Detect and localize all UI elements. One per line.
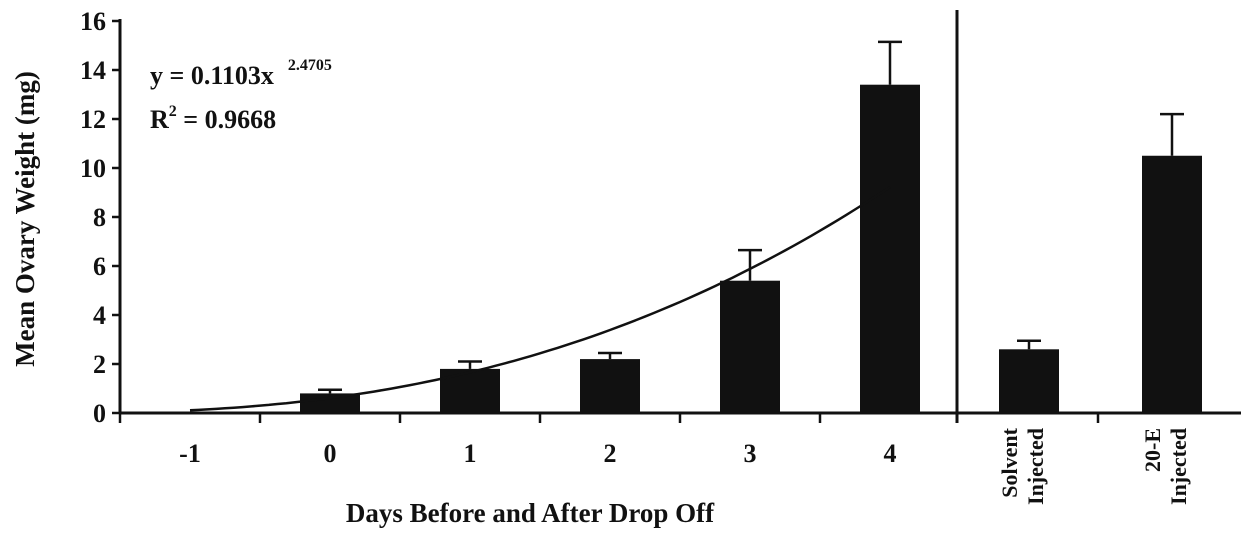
trendline xyxy=(189,185,891,412)
y-tick-label: 6 xyxy=(93,252,106,281)
error-bars-layer xyxy=(318,40,1184,394)
day-4-bar xyxy=(860,84,920,413)
y-tick-label: 2 xyxy=(93,350,106,379)
y-tick-label: 12 xyxy=(80,105,106,134)
x-tick-label-1: 1 xyxy=(464,439,477,468)
bars-layer xyxy=(300,84,1202,413)
x-tick-label-2: 2 xyxy=(604,439,617,468)
day-2-bar xyxy=(580,359,640,413)
trend-equation-exponent: 2.4705 xyxy=(288,57,332,74)
day-0-bar xyxy=(300,393,360,413)
trend-equation: y = 0.1103x 2.4705 xyxy=(150,57,332,90)
r-squared-value: = 0.9668 xyxy=(177,105,276,134)
x-tick-label-0: 0 xyxy=(324,439,337,468)
treatment-1-bar xyxy=(999,349,1059,413)
treatment-label-line2: Injected xyxy=(1166,428,1191,505)
y-tick-label: 8 xyxy=(93,203,106,232)
treatment-label-line1: 20-E xyxy=(1140,428,1165,472)
day-1-bar xyxy=(440,368,500,413)
y-tick-label: 4 xyxy=(93,301,106,330)
day-3-bar xyxy=(720,280,780,413)
axes-layer xyxy=(112,10,1241,423)
treatment-label-line1: Solvent xyxy=(997,427,1022,497)
y-tick-label: 16 xyxy=(80,7,106,36)
x-axis-title: Days Before and After Drop Off xyxy=(346,498,715,528)
treatment-label-line2: Injected xyxy=(1023,428,1048,505)
treatment-2-bar xyxy=(1142,155,1202,413)
y-axis-title: Mean Ovary Weight (mg) xyxy=(10,71,40,367)
trend-r-squared: R2 = 0.9668 xyxy=(150,103,276,134)
y-tick-label: 0 xyxy=(93,399,106,428)
x-tick-label--1: -1 xyxy=(179,439,201,468)
trend-equation-text: y = 0.1103x xyxy=(150,61,274,90)
y-tick-label: 14 xyxy=(80,56,106,85)
y-tick-label: 10 xyxy=(80,154,106,183)
x-tick-label-3: 3 xyxy=(744,439,757,468)
x-tick-label-4: 4 xyxy=(884,439,897,468)
r-squared-r: R xyxy=(150,105,169,134)
r-squared-superscript: 2 xyxy=(169,103,177,120)
